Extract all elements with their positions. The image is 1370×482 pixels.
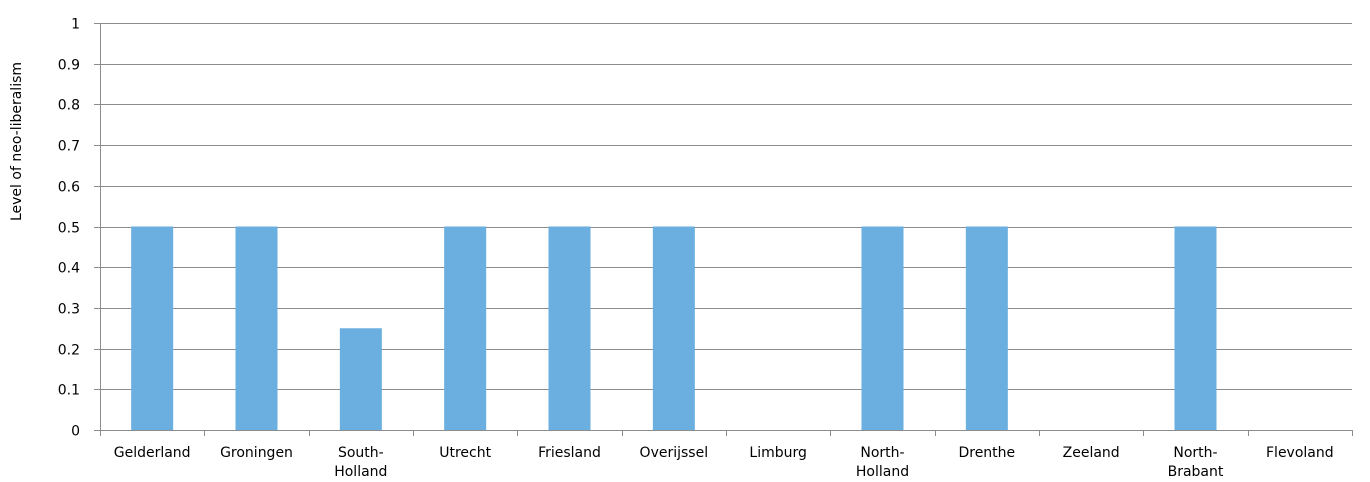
bar [861,226,904,430]
bar [1174,226,1217,430]
x-tick-label-line: Friesland [538,445,601,461]
x-tick-label-line: Holland [856,464,909,480]
x-tick-label-line: Flevoland [1266,445,1334,461]
x-tick-label: Flevoland [1266,445,1334,461]
axes [94,23,1353,436]
bar [235,226,278,430]
x-tick-label-line: Zeeland [1063,445,1120,461]
x-tick-label-line: Gelderland [114,445,191,461]
x-tick-label-line: North- [1173,445,1217,461]
x-tick-label: Friesland [538,445,601,461]
x-tick-label: Drenthe [958,445,1015,461]
y-tick-label: 0.7 [58,139,80,155]
y-tick-label: 0.4 [58,261,80,277]
y-tick-label: 0 [71,424,80,440]
x-tick-labels: Gelderland Groningen South- Holland Utrecht F… [114,445,1334,480]
x-tick-label: South- Holland [334,445,387,480]
bar [548,226,591,430]
y-tick-label: 0.3 [58,302,80,318]
x-tick-label: Limburg [749,445,806,461]
x-tick-label: Overijssel [640,445,709,461]
bars [131,226,1217,430]
y-tick-label: 0.8 [58,98,80,114]
bar [652,226,695,430]
x-tick-label: Groningen [220,445,293,461]
x-tick-label: Zeeland [1063,445,1120,461]
bar [131,226,174,430]
x-tick-label-line: Drenthe [958,445,1015,461]
x-tick-label-line: Brabant [1168,464,1224,480]
x-tick-label-line: Overijssel [640,445,709,461]
bar [965,226,1008,430]
x-tick-label-line: South- [338,445,384,461]
bar [444,226,487,430]
x-tick-label: North- Brabant [1168,445,1224,480]
bar [339,328,382,430]
x-tick-label: North- Holland [856,445,909,480]
x-tick-label: Utrecht [439,445,491,461]
x-tick-label-line: North- [860,445,904,461]
y-axis-title: Level of neo-liberalism [9,62,25,221]
x-tick-label: Gelderland [114,445,191,461]
x-tick-label-line: Utrecht [439,445,491,461]
x-tick-label-line: Groningen [220,445,293,461]
y-tick-label: 0.5 [58,221,80,237]
y-tick-label: 0.1 [58,383,80,399]
y-tick-label: 0.9 [58,58,80,74]
x-tick-label-line: Limburg [749,445,806,461]
y-tick-label: 0.6 [58,180,80,196]
y-tick-label: 0.2 [58,343,80,359]
gridlines [100,23,1352,390]
y-tick-labels: 0 0.1 0.2 0.3 0.4 0.5 0.6 0.7 0.8 0.9 1 [58,17,80,440]
y-tick-label: 1 [71,17,80,33]
x-tick-label-line: Holland [334,464,387,480]
